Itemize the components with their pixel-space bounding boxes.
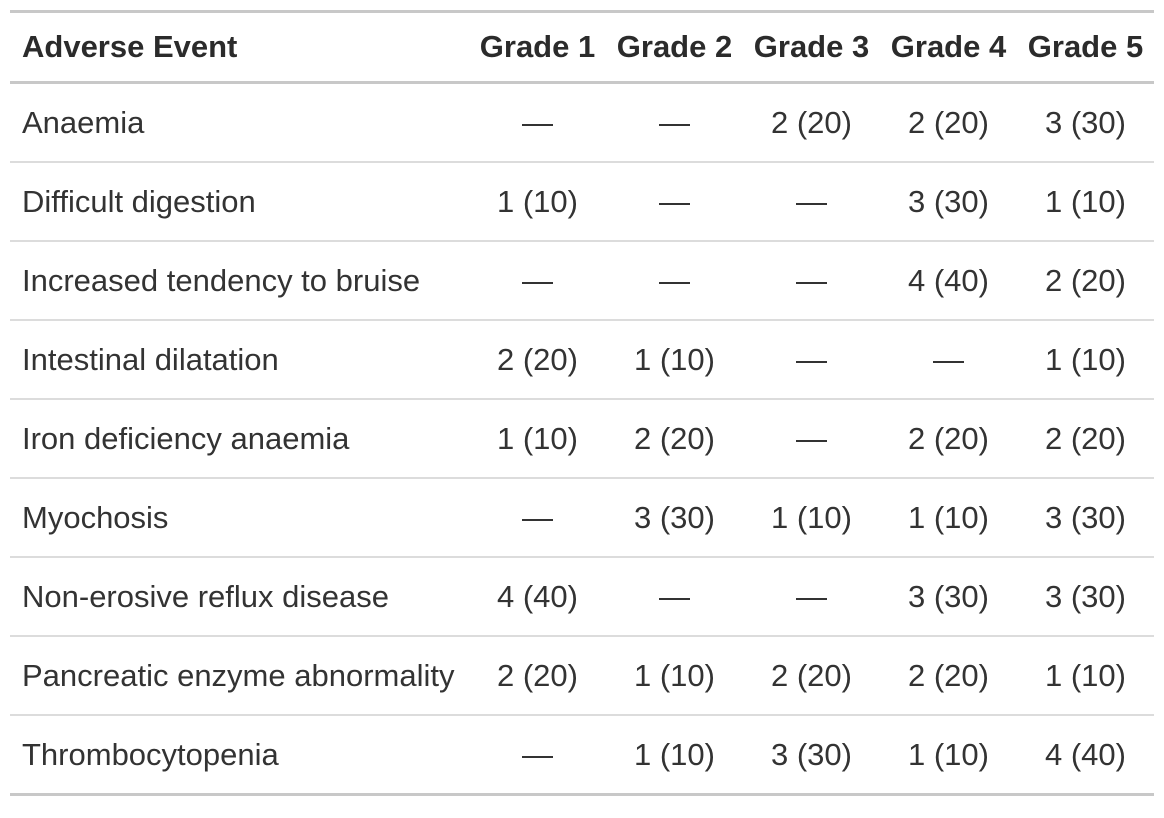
grade-2-value: 1 (10) (606, 635, 743, 715)
grade-5-value: 4 (40) (1017, 714, 1154, 795)
grade-2-value: — (606, 161, 743, 241)
column-header-grade-1: Grade 1 (469, 11, 606, 84)
grade-5-value: 3 (30) (1045, 104, 1126, 140)
grade-4-value: 1 (10) (880, 477, 1017, 557)
grade-3-value: — (743, 240, 880, 320)
grade-2-value: — (606, 556, 743, 636)
grade-3-value: 3 (30) (743, 714, 880, 795)
grade-1-value: — (469, 477, 606, 557)
grade-4-value: 3 (30) (880, 161, 1017, 241)
column-header-grade-4: Grade 4 (880, 11, 1017, 84)
grade-2-value: 2 (20) (606, 398, 743, 478)
grade-1-value: — (469, 240, 606, 320)
table-row: Thrombocytopenia — 1 (10) 3 (30) 1 (10) … (10, 714, 1154, 795)
grade-5-value: 1 (10) (1017, 635, 1154, 715)
grade-3-value: — (743, 556, 880, 636)
column-header-adverse-event: Adverse Event (10, 11, 469, 84)
adverse-event-name: Intestinal dilatation (10, 319, 469, 399)
grade-1-value: 2 (20) (469, 319, 606, 399)
grade-2-value: — (659, 104, 690, 140)
grade-4-value: 2 (20) (880, 635, 1017, 715)
grade-3-value: — (743, 398, 880, 478)
grade-2-value: 3 (30) (606, 477, 743, 557)
grade-2-value: 1 (10) (606, 714, 743, 795)
adverse-event-name: Thrombocytopenia (10, 714, 469, 795)
grade-1-value: 2 (20) (469, 635, 606, 715)
grade-4-value: 2 (20) (880, 398, 1017, 478)
adverse-event-name: Iron deficiency anaemia (10, 398, 469, 478)
table-row: Non-erosive reflux disease 4 (40) — — 3 … (10, 556, 1154, 636)
grade-5-value: 3 (30) (1017, 477, 1154, 557)
grade-3-value: — (743, 161, 880, 241)
grade-4-value: — (880, 319, 1017, 399)
table-row: Iron deficiency anaemia 1 (10) 2 (20) — … (10, 398, 1154, 478)
grade-5-value: 1 (10) (1017, 161, 1154, 241)
column-header-grade-5: Grade 5 (1017, 11, 1154, 84)
adverse-event-name: Increased tendency to bruise (10, 240, 469, 320)
grade-1-value: — (469, 714, 606, 795)
table-row: Intestinal dilatation 2 (20) 1 (10) — — … (10, 319, 1154, 399)
grade-2-value: — (606, 240, 743, 320)
table-row: Increased tendency to bruise — — — 4 (40… (10, 240, 1154, 320)
grade-1-value: — (522, 104, 553, 140)
column-header-grade-2: Grade 2 (606, 11, 743, 84)
grade-3-value: 1 (10) (743, 477, 880, 557)
grade-4-value: 3 (30) (880, 556, 1017, 636)
adverse-event-name: Pancreatic enzyme abnormality (10, 635, 469, 715)
grade-3-value: 2 (20) (771, 104, 852, 140)
column-header-grade-3: Grade 3 (743, 11, 880, 84)
grade-5-value: 3 (30) (1017, 556, 1154, 636)
grade-5-value: 2 (20) (1017, 398, 1154, 478)
adverse-event-name: Anaemia (22, 104, 145, 140)
table-row: Myochosis — 3 (30) 1 (10) 1 (10) 3 (30) (10, 477, 1154, 557)
adverse-event-name: Myochosis (10, 477, 469, 557)
adverse-event-name: Difficult digestion (10, 161, 469, 241)
grade-4-value: 2 (20) (908, 104, 989, 140)
header-row: Adverse Event Grade 1 Grade 2 Grade 3 Gr… (10, 11, 1154, 84)
grade-4-value: 4 (40) (880, 240, 1017, 320)
table-row: Anaemia — — 2 (20) 2 (20) 3 (30) (10, 83, 1154, 163)
grade-3-value: 2 (20) (743, 635, 880, 715)
grade-1-value: 1 (10) (469, 398, 606, 478)
grade-1-value: 1 (10) (469, 161, 606, 241)
grade-2-value: 1 (10) (606, 319, 743, 399)
table-row: Difficult digestion 1 (10) — — 3 (30) 1 … (10, 161, 1154, 241)
grade-1-value: 4 (40) (469, 556, 606, 636)
table-row: Pancreatic enzyme abnormality 2 (20) 1 (… (10, 635, 1154, 715)
adverse-event-name: Non-erosive reflux disease (10, 556, 469, 636)
grade-5-value: 2 (20) (1017, 240, 1154, 320)
grade-5-value: 1 (10) (1017, 319, 1154, 399)
grade-4-value: 1 (10) (880, 714, 1017, 795)
table-body: Anaemia — — 2 (20) 2 (20) 3 (30) Difficu… (10, 83, 1154, 795)
adverse-events-table: Adverse Event Grade 1 Grade 2 Grade 3 Gr… (10, 10, 1154, 796)
grade-3-value: — (743, 319, 880, 399)
table-header: Adverse Event Grade 1 Grade 2 Grade 3 Gr… (10, 11, 1154, 84)
